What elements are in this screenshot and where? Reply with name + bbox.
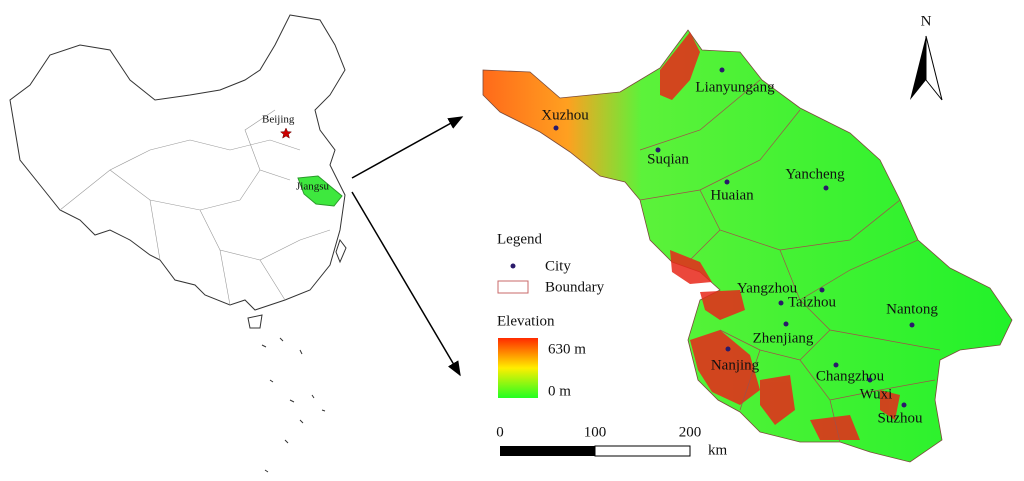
city-label: Changzhou — [816, 368, 885, 384]
city-label: Zhenjiang — [753, 330, 814, 346]
scale-bar: km 0 100 200 — [496, 424, 727, 458]
city-dot — [553, 125, 559, 131]
arrow — [351, 116, 464, 179]
city-dot — [901, 402, 907, 408]
legend-boundary-symbol — [497, 280, 529, 294]
legend-boundary: Boundary — [545, 279, 605, 295]
city-label: Nantong — [886, 301, 938, 317]
city-dot — [655, 147, 661, 153]
county-boundaries — [639, 79, 941, 443]
elevation-min: 0 m — [548, 383, 571, 399]
legend-city-symbol — [510, 263, 516, 269]
beijing-star — [279, 127, 293, 139]
beijing-label: Beijing — [262, 114, 295, 126]
city-label: Taizhou — [788, 294, 837, 310]
city-dot — [909, 322, 915, 328]
taiwan — [335, 238, 347, 264]
city-label: Yancheng — [785, 166, 845, 182]
scale-unit: km — [708, 442, 728, 458]
jiangsu-label: Jiangsu — [296, 181, 330, 193]
legend-elevation: Elevation — [497, 313, 555, 329]
jiangsu-map — [482, 29, 1013, 463]
city-label: Xuzhou — [541, 107, 589, 123]
city-dot — [724, 179, 730, 185]
city-dot — [867, 377, 873, 383]
city-dot — [778, 300, 784, 306]
city-label: Nanjing — [711, 357, 760, 373]
legend: Legend City Boundary Elevation 630 m 0 m — [497, 231, 605, 399]
province-lines — [59, 109, 331, 306]
city-dot — [725, 346, 731, 352]
scale-tick-label: 200 — [679, 424, 702, 440]
city-dot — [833, 362, 839, 368]
north-label: N — [921, 13, 932, 29]
city-label: Lianyungang — [695, 79, 775, 95]
elevation-ramp — [498, 338, 538, 398]
city-label: Yangzhou — [737, 280, 798, 296]
legend-title: Legend — [497, 231, 542, 247]
legend-city: City — [545, 258, 571, 274]
city-dot — [819, 287, 825, 293]
city-dot — [783, 321, 789, 327]
china-map — [9, 14, 347, 473]
city-label: Suzhou — [878, 410, 924, 426]
city-dot — [823, 185, 829, 191]
north-arrow: N — [910, 13, 943, 101]
elevation-max: 630 m — [548, 341, 586, 357]
highlands — [660, 32, 900, 440]
city-label: Wuxi — [860, 386, 893, 402]
scale-tick-label: 0 — [496, 424, 504, 440]
hainan — [247, 314, 263, 329]
islands — [261, 337, 326, 473]
city-label: Huaian — [710, 187, 754, 203]
arrow — [351, 191, 461, 377]
jiangsu-inset — [297, 175, 343, 207]
china-outline — [9, 14, 346, 311]
scale-tick-label: 100 — [584, 424, 607, 440]
jiangsu-shape — [482, 29, 1013, 463]
city-dot — [719, 67, 725, 73]
city-label: Suqian — [647, 151, 689, 167]
